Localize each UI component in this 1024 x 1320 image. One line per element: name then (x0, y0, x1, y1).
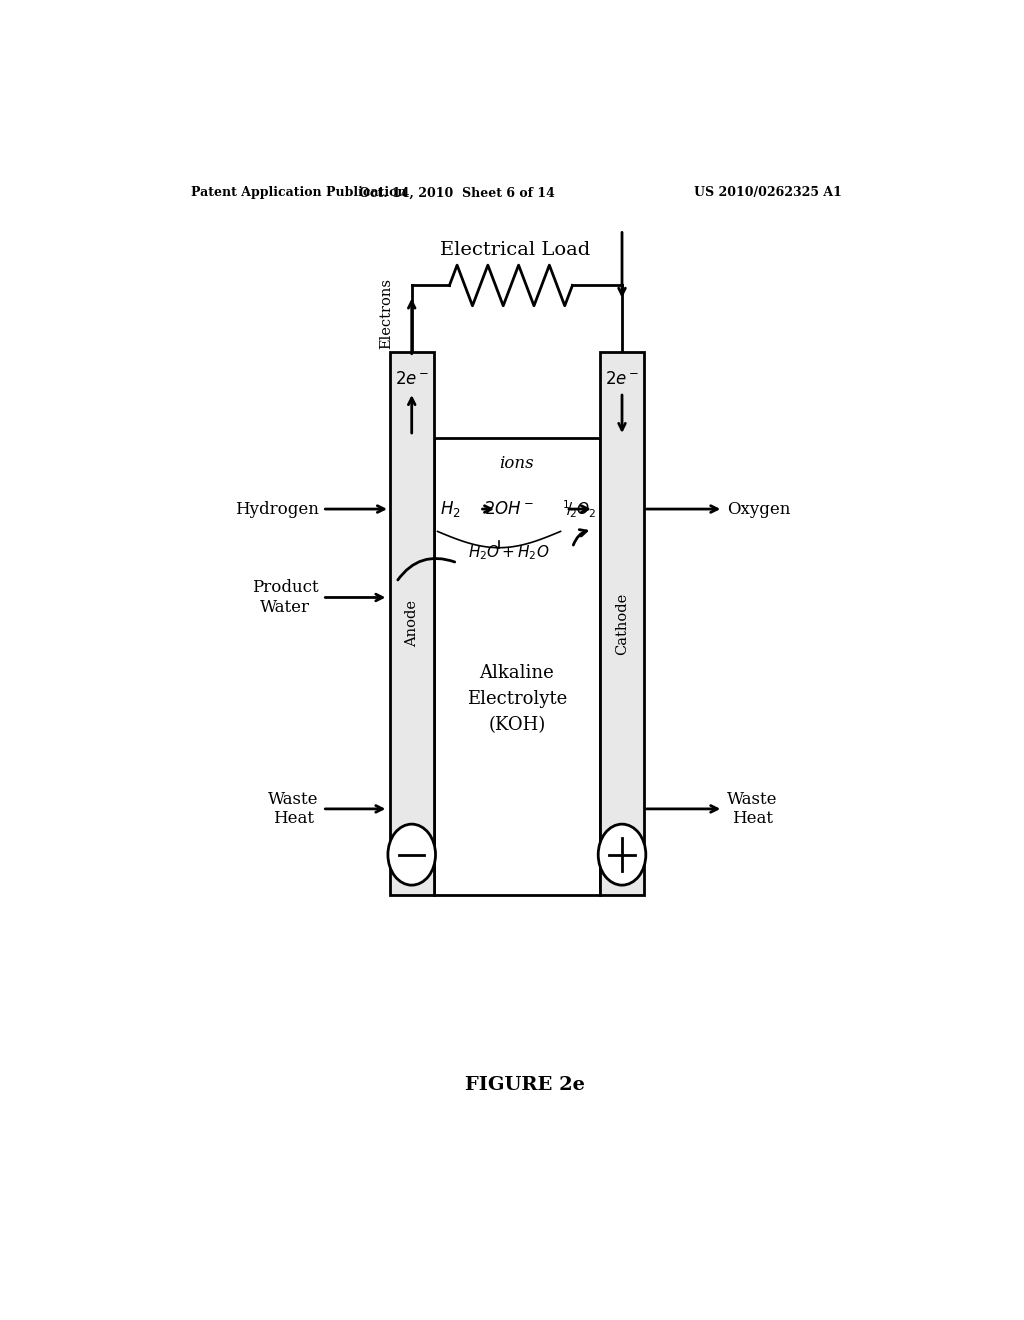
Text: Product
Water: Product Water (252, 579, 318, 616)
Circle shape (388, 824, 435, 886)
Bar (390, 351, 433, 895)
Text: Waste
Heat: Waste Heat (727, 791, 777, 828)
Text: Waste
Heat: Waste Heat (268, 791, 318, 828)
Text: Electrical Load: Electrical Load (440, 240, 591, 259)
Text: Cathode: Cathode (615, 593, 629, 655)
Text: $H_2$: $H_2$ (440, 499, 461, 519)
Text: $^1\!/\!_2O_2$: $^1\!/\!_2O_2$ (561, 499, 596, 520)
Text: Patent Application Publication: Patent Application Publication (191, 186, 407, 199)
Text: Alkaline
Electrolyte
(KOH): Alkaline Electrolyte (KOH) (467, 664, 567, 734)
Text: Anode: Anode (404, 599, 419, 647)
Text: ions: ions (500, 455, 535, 471)
Text: Oxygen: Oxygen (727, 500, 791, 517)
Bar (433, 438, 600, 895)
Bar (600, 351, 644, 895)
Text: US 2010/0262325 A1: US 2010/0262325 A1 (694, 186, 842, 199)
Text: Electrons: Electrons (379, 279, 393, 348)
Text: $2OH^-$: $2OH^-$ (483, 500, 535, 517)
Text: Hydrogen: Hydrogen (234, 500, 318, 517)
Text: $2e^-$: $2e^-$ (605, 371, 639, 388)
Circle shape (598, 824, 646, 886)
Text: Oct. 14, 2010  Sheet 6 of 14: Oct. 14, 2010 Sheet 6 of 14 (359, 186, 555, 199)
Text: FIGURE 2e: FIGURE 2e (465, 1076, 585, 1094)
Text: $2e^-$: $2e^-$ (394, 371, 429, 388)
Text: $H_2O + H_2O$: $H_2O + H_2O$ (468, 544, 550, 562)
